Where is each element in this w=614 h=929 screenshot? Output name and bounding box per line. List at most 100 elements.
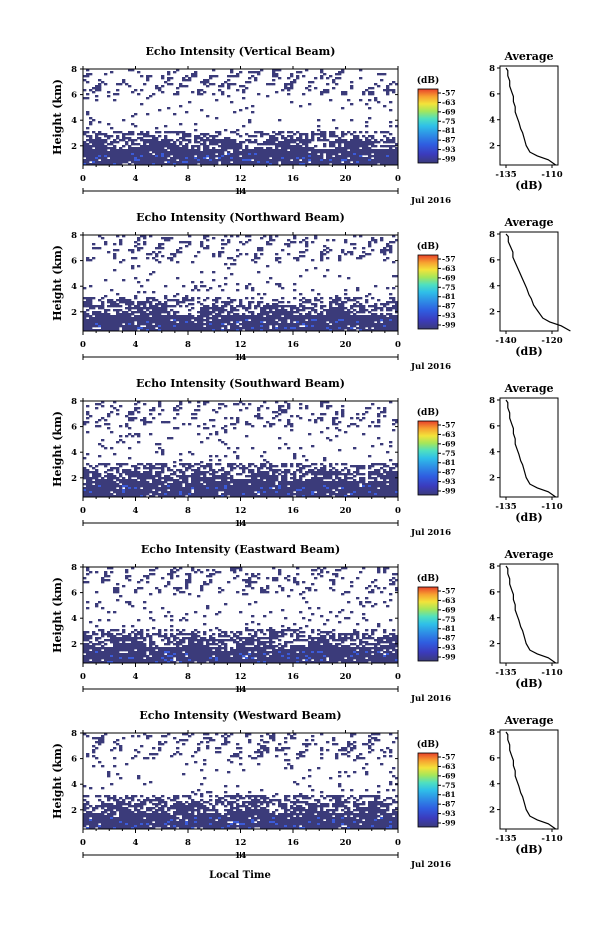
heatmap-cell — [245, 321, 249, 324]
heatmap-cell — [299, 313, 303, 316]
heatmap-cell — [107, 91, 111, 94]
heatmap-cell — [326, 157, 330, 160]
heatmap-cell — [350, 81, 354, 84]
heatmap-cell — [323, 475, 327, 478]
heatmap-cell — [194, 417, 198, 420]
heatmap-cell — [140, 317, 144, 320]
heatmap-cell — [245, 147, 249, 150]
heatmap-cell — [275, 91, 279, 94]
heatmap-cell — [101, 319, 105, 322]
heatmap-cell — [293, 479, 297, 482]
heatmap-cell — [254, 487, 258, 490]
heatmap-cell — [158, 319, 162, 322]
heatmap-cell — [167, 147, 171, 150]
heatmap-cell — [197, 401, 201, 404]
heatmap-cell — [314, 329, 318, 332]
heatmap-cell — [341, 313, 345, 316]
heatmap-cell — [182, 491, 186, 494]
heatmap-cell — [305, 407, 309, 410]
heatmap-cell — [134, 325, 138, 328]
heatmap-cell — [119, 239, 123, 242]
heatmap-cell — [95, 329, 99, 332]
heatmap-cell — [206, 477, 210, 480]
heatmap-cell — [293, 471, 297, 474]
heatmap-cell — [110, 301, 114, 304]
heatmap-cell — [389, 163, 393, 166]
heatmap-cell — [344, 293, 348, 296]
heatmap-cell — [170, 321, 174, 324]
heatmap-cell — [104, 493, 108, 496]
heatmap-cell — [338, 137, 342, 140]
heatmap-cell — [206, 145, 210, 148]
heatmap-cell — [314, 311, 318, 314]
heatmap-cell — [179, 153, 183, 156]
heatmap-cell — [98, 325, 102, 328]
heatmap-cell — [383, 131, 387, 134]
heatmap-cell — [104, 141, 108, 144]
heatmap-cell — [206, 323, 210, 326]
heatmap-cell — [212, 237, 216, 240]
heatmap-cell — [119, 491, 123, 494]
heatmap-cell — [395, 153, 399, 156]
heatmap-cell — [290, 101, 294, 104]
heatmap-cell — [242, 149, 246, 152]
heatmap-cell — [287, 403, 291, 406]
heatmap-cell — [230, 489, 234, 492]
heatmap-cell — [386, 249, 390, 252]
heatmap-cell — [233, 153, 237, 156]
heatmap-cell — [257, 143, 261, 146]
heatmap-cell — [365, 137, 369, 140]
heatmap-cell — [128, 433, 132, 436]
heatmap-cell — [89, 155, 93, 158]
heatmap-cell — [356, 161, 360, 164]
heatmap-cell — [176, 87, 180, 90]
heatmap-cell — [134, 467, 138, 470]
heatmap-cell — [218, 251, 222, 254]
heatmap-cell — [356, 297, 360, 300]
heatmap-cell — [290, 139, 294, 142]
heatmap-cell — [260, 481, 264, 484]
heatmap-cell — [266, 265, 270, 268]
heatmap-cell — [269, 155, 273, 158]
heatmap-cell — [305, 317, 309, 320]
heatmap-cell — [140, 463, 144, 466]
heatmap-cell — [161, 305, 165, 308]
heatmap-cell — [239, 141, 243, 144]
heatmap-cell — [335, 325, 339, 328]
heatmap-cell — [185, 323, 189, 326]
heatmap-cell — [161, 317, 165, 320]
heatmap-cell — [176, 409, 180, 412]
heatmap-cell — [155, 483, 159, 486]
heatmap-cell — [281, 141, 285, 144]
heatmap-cell — [152, 485, 156, 488]
heatmap-cell — [332, 319, 336, 322]
heatmap-cell — [335, 469, 339, 472]
heatmap-cell — [104, 149, 108, 152]
heatmap-cell — [377, 483, 381, 486]
heatmap-cell — [314, 151, 318, 154]
heatmap-cell — [161, 471, 165, 474]
heatmap-cell — [113, 161, 117, 164]
heatmap-cell — [344, 289, 348, 292]
heatmap-cell — [140, 419, 144, 422]
heatmap-cell — [302, 483, 306, 486]
heatmap-cell — [218, 133, 222, 136]
heatmap-cell — [278, 159, 282, 162]
heatmap-cell — [233, 75, 237, 78]
heatmap-cell — [158, 149, 162, 152]
heatmap-cell — [89, 317, 93, 320]
heatmap-cell — [323, 137, 327, 140]
heatmap-cell — [221, 479, 225, 482]
heatmap-cell — [122, 157, 126, 160]
heatmap-cell — [275, 259, 279, 262]
heatmap-cell — [344, 321, 348, 324]
heatmap-cell — [167, 437, 171, 440]
heatmap-cell — [239, 481, 243, 484]
heatmap-cell — [188, 77, 192, 80]
heatmap-cell — [137, 137, 141, 140]
heatmap-cell — [353, 483, 357, 486]
heatmap-cell — [101, 307, 105, 310]
heatmap-cell — [206, 437, 210, 440]
heatmap-cell — [290, 465, 294, 468]
heatmap-cell — [110, 71, 114, 74]
